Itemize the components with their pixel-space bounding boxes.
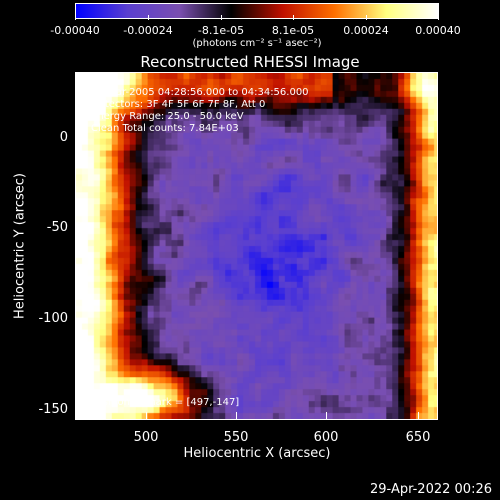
x-tick-label: 650: [405, 430, 431, 445]
colorbar-tick: [221, 15, 222, 20]
info-energy-range: Energy Range: 25.0 - 50.0 keV: [91, 111, 244, 122]
colorbar-tick-label: 8.1e-05: [271, 24, 315, 37]
y-tick-label: -100: [38, 311, 68, 326]
plot-title: Reconstructed RHESSI Image: [140, 53, 360, 71]
y-axis-title: Heliocentric Y (arcsec): [12, 173, 28, 319]
x-tick: [236, 412, 237, 420]
x-tick-label: 600: [313, 430, 339, 445]
colorbar-tick: [366, 15, 367, 20]
colorbar-tick-label: -8.1e-05: [197, 24, 245, 37]
colorbar-tick: [75, 15, 76, 20]
colorbar-tick: [438, 15, 439, 20]
y-tick-label: 0: [59, 130, 68, 145]
colorbar-tick: [148, 15, 149, 20]
colorbar-tick-label: -0.00024: [123, 24, 173, 37]
position-mark-label: Position of mark = [497,-147]: [91, 397, 240, 408]
x-tick-label: 500: [133, 430, 159, 445]
info-detectors: Detectors: 3F 4F 5F 6F 7F 8F, Att 0: [91, 99, 266, 110]
colorbar: [75, 3, 439, 19]
x-axis-title: Heliocentric X (arcsec): [183, 446, 331, 461]
colorbar-units: (photons cm⁻² s⁻¹ asec⁻²): [192, 38, 322, 49]
colorbar-tick: [293, 15, 294, 20]
image-plot: [75, 72, 438, 420]
x-tick: [418, 412, 419, 420]
y-tick-label: -50: [46, 220, 68, 235]
y-tick: [75, 138, 83, 139]
colorbar-tick-label: 0.00024: [343, 24, 389, 37]
info-time-range: 18-Mar-2005 04:28:56.000 to 04:34:56.000: [91, 87, 309, 98]
colorbar-tick-label: -0.00040: [50, 24, 100, 37]
x-tick: [326, 412, 327, 420]
rhessi-image: [76, 73, 437, 419]
y-tick: [75, 319, 83, 320]
y-tick: [75, 410, 83, 411]
colorbar-tick-label: 0.00040: [415, 24, 461, 37]
x-tick-label: 550: [223, 430, 249, 445]
y-tick-label: -150: [38, 402, 68, 417]
info-clean-counts: Clean Total counts: 7.84E+03: [91, 123, 239, 134]
y-tick: [75, 228, 83, 229]
footer-timestamp: 29-Apr-2022 00:26: [370, 482, 492, 497]
x-tick: [146, 412, 147, 420]
